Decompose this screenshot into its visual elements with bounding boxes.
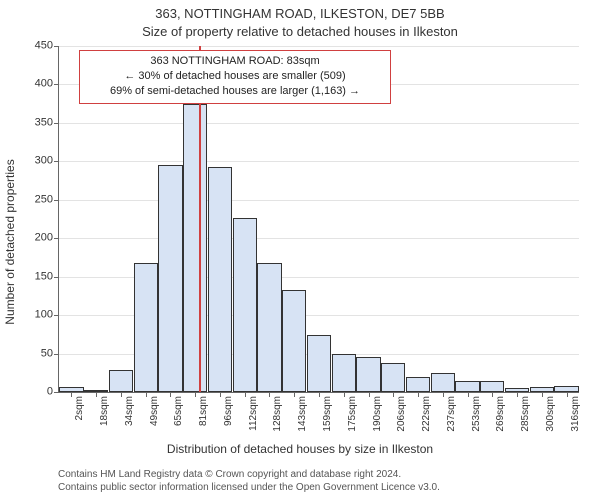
annotation-box: 363 NOTTINGHAM ROAD: 83sqm← 30% of detac…: [79, 50, 391, 104]
histogram-bar: [109, 370, 133, 392]
gridline: [59, 200, 579, 201]
histogram-bar: [431, 373, 455, 392]
xtick-mark: [393, 392, 394, 397]
xtick-mark: [468, 392, 469, 397]
histogram-bar: [233, 218, 257, 392]
annotation-line: 363 NOTTINGHAM ROAD: 83sqm: [86, 54, 384, 69]
xtick-mark: [418, 392, 419, 397]
ytick-label: 450: [5, 41, 53, 52]
xtick-label: 2sqm: [74, 396, 85, 420]
ytick-mark: [54, 46, 59, 47]
histogram-bar: [307, 335, 331, 392]
xtick-mark: [443, 392, 444, 397]
gridline: [59, 46, 579, 47]
xtick-mark: [517, 392, 518, 397]
ytick-mark: [54, 238, 59, 239]
footer-line-2: Contains public sector information licen…: [58, 481, 578, 494]
xtick-label: 159sqm: [322, 396, 333, 432]
xtick-label: 285sqm: [520, 396, 531, 432]
annotation-line: 69% of semi-detached houses are larger (…: [86, 84, 384, 99]
footer-line-1: Contains HM Land Registry data © Crown c…: [58, 468, 578, 481]
xtick-mark: [492, 392, 493, 397]
ytick-label: 100: [5, 310, 53, 321]
ytick-label: 250: [5, 194, 53, 205]
histogram-bar: [282, 290, 306, 392]
xtick-label: 190sqm: [372, 396, 383, 432]
ytick-label: 50: [5, 348, 53, 359]
xtick-label: 112sqm: [248, 396, 259, 431]
histogram-bar: [356, 357, 380, 392]
ytick-mark: [54, 392, 59, 393]
xtick-label: 65sqm: [173, 396, 184, 426]
ytick-mark: [54, 354, 59, 355]
ytick-mark: [54, 277, 59, 278]
xtick-label: 96sqm: [223, 396, 234, 426]
histogram-bar: [183, 104, 207, 392]
xtick-mark: [344, 392, 345, 397]
xtick-mark: [121, 392, 122, 397]
xtick-label: 237sqm: [446, 396, 457, 432]
xtick-label: 316sqm: [570, 396, 581, 432]
histogram-bar: [208, 167, 232, 392]
xtick-label: 175sqm: [347, 396, 358, 432]
xtick-label: 81sqm: [198, 396, 209, 426]
annotation-line: ← 30% of detached houses are smaller (50…: [86, 69, 384, 84]
xtick-mark: [369, 392, 370, 397]
gridline: [59, 161, 579, 162]
xtick-mark: [319, 392, 320, 397]
xtick-mark: [542, 392, 543, 397]
xtick-mark: [71, 392, 72, 397]
xtick-mark: [195, 392, 196, 397]
ytick-label: 150: [5, 271, 53, 282]
ytick-label: 300: [5, 156, 53, 167]
gridline: [59, 123, 579, 124]
xtick-mark: [567, 392, 568, 397]
ytick-mark: [54, 161, 59, 162]
xtick-label: 49sqm: [149, 396, 160, 426]
xtick-mark: [96, 392, 97, 397]
ytick-label: 0: [5, 387, 53, 398]
x-axis-label: Distribution of detached houses by size …: [0, 442, 600, 456]
ytick-label: 200: [5, 233, 53, 244]
xtick-label: 206sqm: [396, 396, 407, 432]
ytick-mark: [54, 84, 59, 85]
licence-footer: Contains HM Land Registry data © Crown c…: [58, 468, 578, 494]
xtick-label: 253sqm: [471, 396, 482, 432]
xtick-label: 269sqm: [495, 396, 506, 432]
xtick-mark: [146, 392, 147, 397]
chart-title-line1: 363, NOTTINGHAM ROAD, ILKESTON, DE7 5BB: [0, 6, 600, 21]
histogram-bar: [257, 263, 281, 392]
histogram-bar: [158, 165, 182, 392]
xtick-label: 300sqm: [545, 396, 556, 432]
histogram-bar: [480, 381, 504, 392]
xtick-label: 34sqm: [124, 396, 135, 426]
ytick-mark: [54, 200, 59, 201]
histogram-bar: [134, 263, 158, 392]
xtick-label: 143sqm: [297, 396, 308, 432]
plot-area: 0501001502002503003504004502sqm18sqm34sq…: [58, 46, 579, 393]
xtick-label: 18sqm: [99, 396, 110, 426]
xtick-mark: [269, 392, 270, 397]
ytick-label: 400: [5, 79, 53, 90]
histogram-bar: [332, 354, 356, 392]
ytick-label: 350: [5, 117, 53, 128]
xtick-mark: [220, 392, 221, 397]
histogram-bar: [381, 363, 405, 392]
chart-title-line2: Size of property relative to detached ho…: [0, 24, 600, 39]
xtick-label: 222sqm: [421, 396, 432, 432]
xtick-mark: [294, 392, 295, 397]
histogram-bar: [406, 377, 430, 392]
chart-container: { "chart": { "type": "histogram", "title…: [0, 0, 600, 500]
ytick-mark: [54, 123, 59, 124]
histogram-bar: [455, 381, 479, 392]
ytick-mark: [54, 315, 59, 316]
xtick-mark: [170, 392, 171, 397]
gridline: [59, 238, 579, 239]
xtick-label: 128sqm: [272, 396, 283, 432]
xtick-mark: [245, 392, 246, 397]
